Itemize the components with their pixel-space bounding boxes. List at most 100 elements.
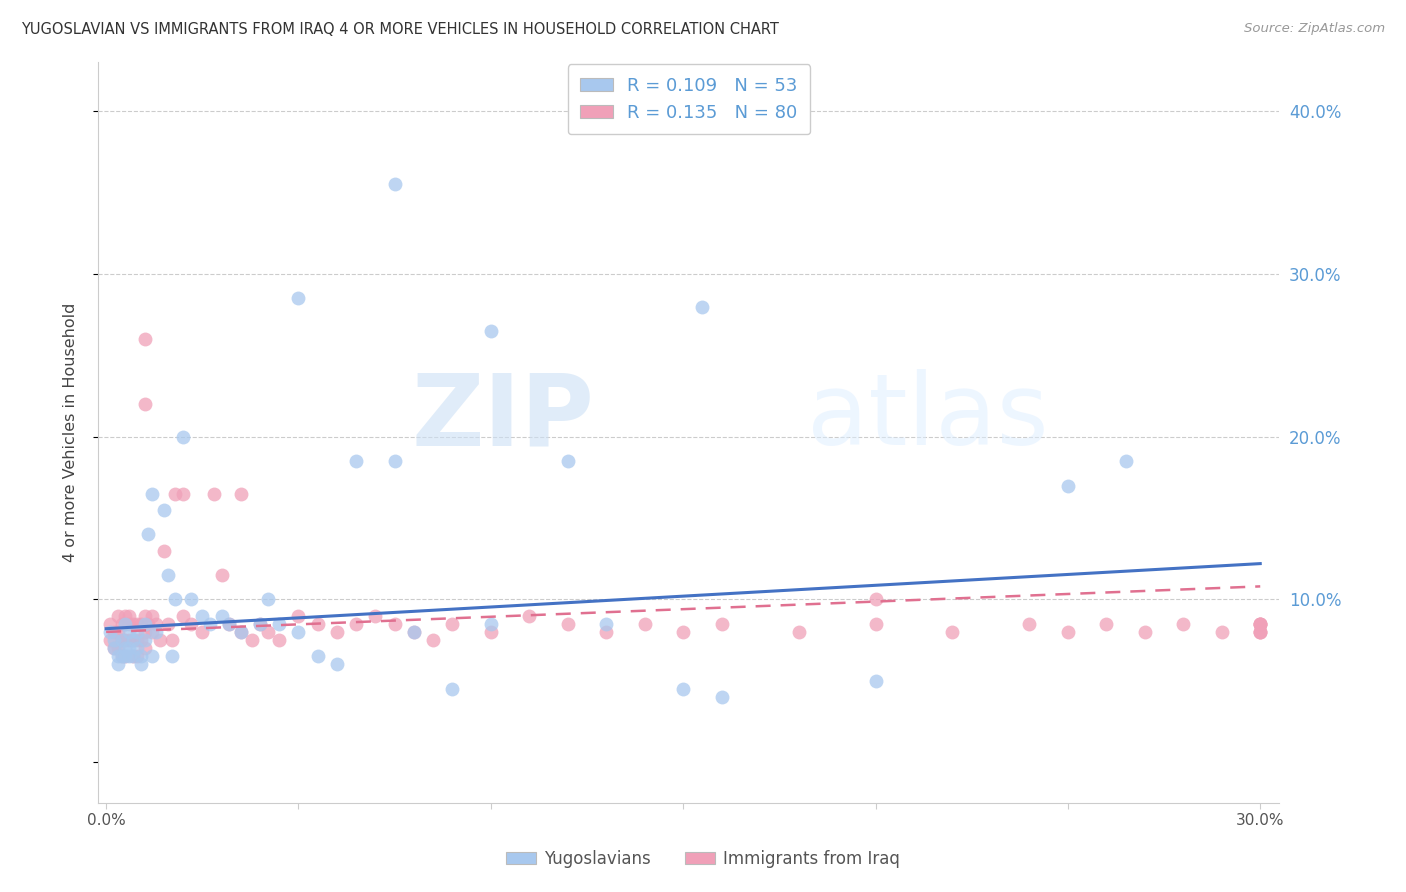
Point xyxy=(1249,616,1271,631)
Point xyxy=(402,624,425,639)
Point xyxy=(107,657,129,672)
Point xyxy=(122,633,145,648)
Point xyxy=(191,624,214,639)
Point xyxy=(114,616,136,631)
Point xyxy=(364,608,387,623)
Point xyxy=(138,527,160,541)
Point xyxy=(122,649,145,664)
Point xyxy=(129,633,152,648)
Point xyxy=(118,633,141,648)
Point xyxy=(98,624,121,639)
Point xyxy=(441,616,464,631)
Point xyxy=(103,641,125,656)
Point xyxy=(118,641,141,656)
Point xyxy=(107,641,129,656)
Point xyxy=(114,608,136,623)
Point xyxy=(1115,454,1137,468)
Point xyxy=(672,624,695,639)
Y-axis label: 4 or more Vehicles in Household: 4 or more Vehicles in Household xyxy=(63,303,77,562)
Point xyxy=(114,633,136,648)
Point xyxy=(672,681,695,696)
Text: atlas: atlas xyxy=(807,369,1049,467)
Point xyxy=(118,616,141,631)
Point xyxy=(160,649,183,664)
Point xyxy=(269,633,291,648)
Point xyxy=(107,624,129,639)
Legend: Yugoslavians, Immigrants from Iraq: Yugoslavians, Immigrants from Iraq xyxy=(499,844,907,875)
Point xyxy=(229,486,252,500)
Point xyxy=(180,592,202,607)
Point xyxy=(98,616,121,631)
Point xyxy=(145,616,167,631)
Point xyxy=(180,616,202,631)
Point xyxy=(229,624,252,639)
Point xyxy=(1249,616,1271,631)
Point xyxy=(941,624,963,639)
Point xyxy=(114,649,136,664)
Point xyxy=(1095,616,1118,631)
Point xyxy=(479,624,502,639)
Point xyxy=(138,616,160,631)
Point xyxy=(172,486,194,500)
Point xyxy=(269,616,291,631)
Point xyxy=(441,681,464,696)
Point xyxy=(141,486,163,500)
Point xyxy=(557,454,579,468)
Point xyxy=(118,608,141,623)
Point xyxy=(287,624,309,639)
Point xyxy=(134,641,156,656)
Point xyxy=(110,616,132,631)
Point xyxy=(129,616,152,631)
Point xyxy=(1249,624,1271,639)
Point xyxy=(307,649,329,664)
Point xyxy=(110,633,132,648)
Point xyxy=(153,543,176,558)
Point xyxy=(122,633,145,648)
Point xyxy=(198,616,221,631)
Point xyxy=(110,633,132,648)
Point xyxy=(249,616,271,631)
Point xyxy=(149,633,172,648)
Point xyxy=(1173,616,1195,631)
Point xyxy=(595,624,617,639)
Point xyxy=(153,503,176,517)
Point xyxy=(1211,624,1233,639)
Point xyxy=(125,633,148,648)
Point xyxy=(595,616,617,631)
Point xyxy=(134,624,156,639)
Point xyxy=(1249,624,1271,639)
Point xyxy=(125,649,148,664)
Point xyxy=(384,616,406,631)
Point xyxy=(125,641,148,656)
Point xyxy=(118,649,141,664)
Point xyxy=(103,624,125,639)
Point xyxy=(103,633,125,648)
Point xyxy=(402,624,425,639)
Point xyxy=(156,616,179,631)
Point xyxy=(129,649,152,664)
Point xyxy=(326,624,349,639)
Point xyxy=(103,641,125,656)
Point xyxy=(1249,616,1271,631)
Point xyxy=(165,592,187,607)
Point xyxy=(107,649,129,664)
Point xyxy=(191,608,214,623)
Point xyxy=(107,608,129,623)
Point xyxy=(479,616,502,631)
Point xyxy=(211,608,233,623)
Point xyxy=(98,633,121,648)
Point xyxy=(326,657,349,672)
Point xyxy=(287,292,309,306)
Point xyxy=(287,608,309,623)
Point xyxy=(557,616,579,631)
Point xyxy=(517,608,540,623)
Text: ZIP: ZIP xyxy=(412,369,595,467)
Point xyxy=(114,641,136,656)
Point xyxy=(129,657,152,672)
Point xyxy=(384,178,406,192)
Point xyxy=(307,616,329,631)
Point xyxy=(134,332,156,346)
Point xyxy=(865,592,887,607)
Point xyxy=(145,624,167,639)
Point xyxy=(172,430,194,444)
